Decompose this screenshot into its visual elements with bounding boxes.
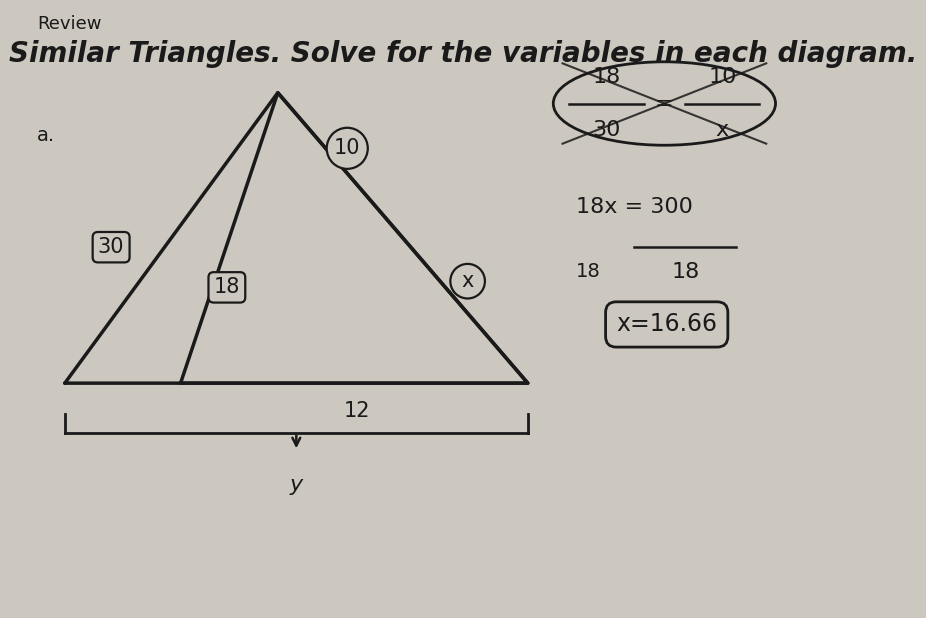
Text: Review: Review bbox=[37, 15, 102, 33]
Text: 18: 18 bbox=[576, 263, 600, 281]
Text: y: y bbox=[290, 475, 303, 495]
Text: 10: 10 bbox=[334, 138, 360, 158]
Text: 18: 18 bbox=[214, 277, 240, 297]
Text: 18x = 300: 18x = 300 bbox=[576, 197, 693, 217]
Text: a.: a. bbox=[37, 127, 56, 145]
Text: 30: 30 bbox=[593, 120, 620, 140]
Text: x=16.66: x=16.66 bbox=[616, 313, 718, 336]
Text: Similar Triangles. Solve for the variables in each diagram.: Similar Triangles. Solve for the variabl… bbox=[9, 40, 917, 68]
Text: 30: 30 bbox=[98, 237, 124, 257]
Text: 18: 18 bbox=[593, 67, 620, 87]
Text: =: = bbox=[655, 93, 674, 114]
Text: x: x bbox=[716, 120, 729, 140]
Text: 12: 12 bbox=[344, 401, 369, 421]
Text: x: x bbox=[461, 271, 474, 291]
Text: 10: 10 bbox=[708, 67, 736, 87]
Text: 18: 18 bbox=[671, 262, 699, 282]
